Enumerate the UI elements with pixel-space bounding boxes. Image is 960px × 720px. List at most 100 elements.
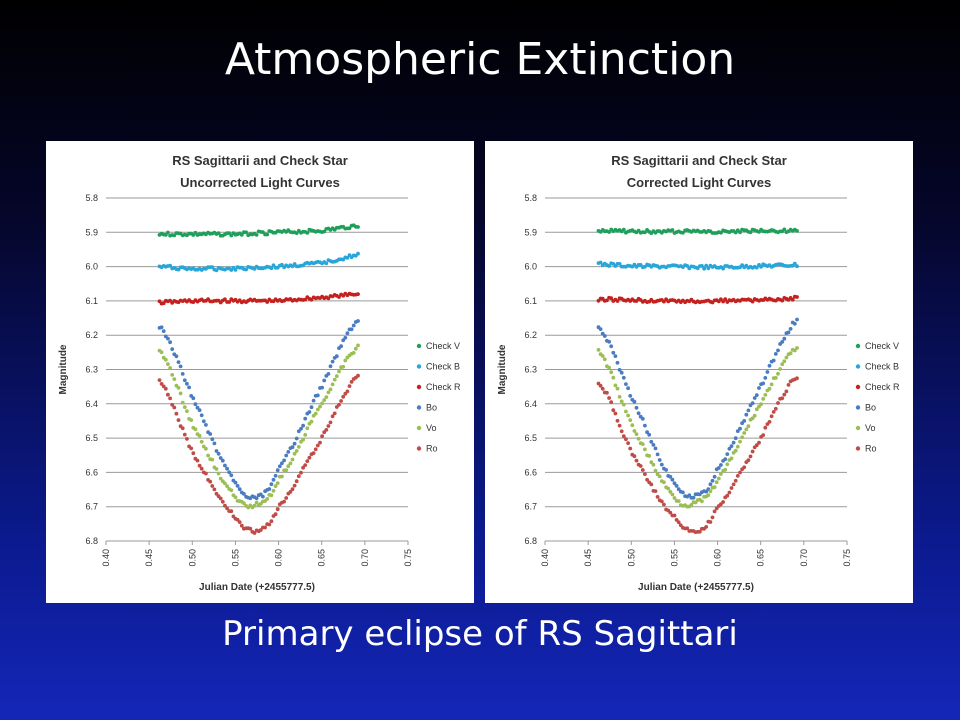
data-point	[655, 495, 660, 499]
data-point	[795, 346, 799, 350]
data-point	[615, 386, 620, 391]
data-point	[343, 335, 348, 340]
data-point	[225, 484, 230, 488]
data-point	[252, 531, 257, 535]
data-point	[685, 526, 690, 531]
chart-title: RS Sagittarii and Check Star	[611, 153, 787, 168]
data-point	[337, 402, 341, 407]
data-point	[624, 437, 628, 442]
data-point	[708, 482, 713, 487]
legend-entry: Check R	[865, 382, 900, 392]
data-point	[212, 487, 217, 492]
data-point	[303, 433, 308, 437]
data-point	[220, 458, 225, 463]
data-point	[172, 405, 177, 410]
data-point	[716, 466, 721, 470]
data-point	[309, 405, 314, 410]
data-point	[303, 416, 308, 421]
legend-entry: Check V	[426, 341, 460, 351]
data-point	[792, 348, 797, 353]
data-point	[727, 490, 732, 495]
data-point	[733, 436, 738, 441]
y-tick-label: 5.8	[85, 193, 98, 203]
data-point	[161, 329, 166, 333]
data-point	[697, 529, 702, 534]
data-point	[356, 343, 360, 348]
data-point	[725, 462, 730, 467]
data-point	[761, 381, 766, 386]
data-point	[763, 425, 768, 430]
x-tick-label: 0.45	[144, 549, 154, 567]
data-point	[341, 338, 346, 343]
data-point	[716, 476, 721, 481]
data-point	[334, 374, 339, 378]
data-point	[315, 407, 320, 412]
data-point	[681, 230, 685, 235]
data-point	[733, 448, 738, 453]
data-point	[273, 473, 278, 478]
data-point	[280, 262, 284, 267]
data-point	[636, 436, 641, 441]
data-point	[731, 482, 736, 487]
data-point	[619, 370, 624, 375]
data-point	[271, 263, 276, 268]
legend-marker	[416, 446, 422, 451]
data-point	[290, 445, 295, 450]
data-point	[790, 297, 795, 302]
data-point	[351, 323, 356, 328]
data-point	[672, 481, 677, 486]
data-point	[216, 231, 221, 235]
data-point	[233, 268, 238, 272]
data-point	[269, 519, 274, 524]
data-point	[685, 264, 690, 268]
data-point	[324, 261, 329, 266]
data-point	[315, 443, 320, 448]
data-point	[771, 410, 776, 414]
data-point	[258, 528, 263, 532]
data-point	[307, 410, 312, 414]
data-point	[767, 420, 772, 424]
data-point	[296, 474, 301, 479]
data-point	[613, 411, 618, 416]
legend-marker	[855, 425, 861, 431]
data-point	[640, 442, 645, 446]
data-point	[619, 429, 624, 434]
y-tick-label: 6.1	[524, 296, 537, 306]
data-point	[659, 499, 664, 504]
legend-marker	[855, 405, 861, 410]
data-point	[199, 413, 204, 418]
data-point	[166, 362, 170, 366]
data-point	[596, 348, 601, 352]
data-point	[750, 416, 755, 421]
data-point	[307, 455, 312, 460]
data-point	[313, 411, 318, 416]
data-point	[615, 418, 620, 423]
data-point	[326, 372, 331, 376]
data-point	[668, 510, 673, 515]
data-point	[328, 364, 333, 369]
data-point	[628, 418, 633, 422]
data-point	[201, 419, 206, 424]
data-point	[640, 468, 645, 472]
data-point	[746, 424, 751, 429]
data-point	[598, 383, 603, 388]
legend-entry: Ro	[865, 444, 877, 454]
data-point	[337, 369, 341, 374]
data-point	[681, 490, 685, 495]
data-point	[795, 229, 799, 233]
data-point	[780, 340, 785, 344]
data-point	[265, 300, 270, 304]
series-ro	[596, 376, 799, 534]
data-point	[632, 429, 637, 433]
data-point	[193, 427, 198, 432]
data-point	[769, 414, 774, 419]
data-point	[265, 497, 270, 501]
data-point	[723, 457, 728, 462]
data-point	[180, 426, 185, 431]
data-point	[182, 378, 187, 383]
data-point	[624, 409, 628, 414]
data-point	[748, 454, 753, 459]
data-point	[174, 354, 179, 359]
data-point	[735, 429, 740, 433]
data-point	[712, 485, 717, 490]
